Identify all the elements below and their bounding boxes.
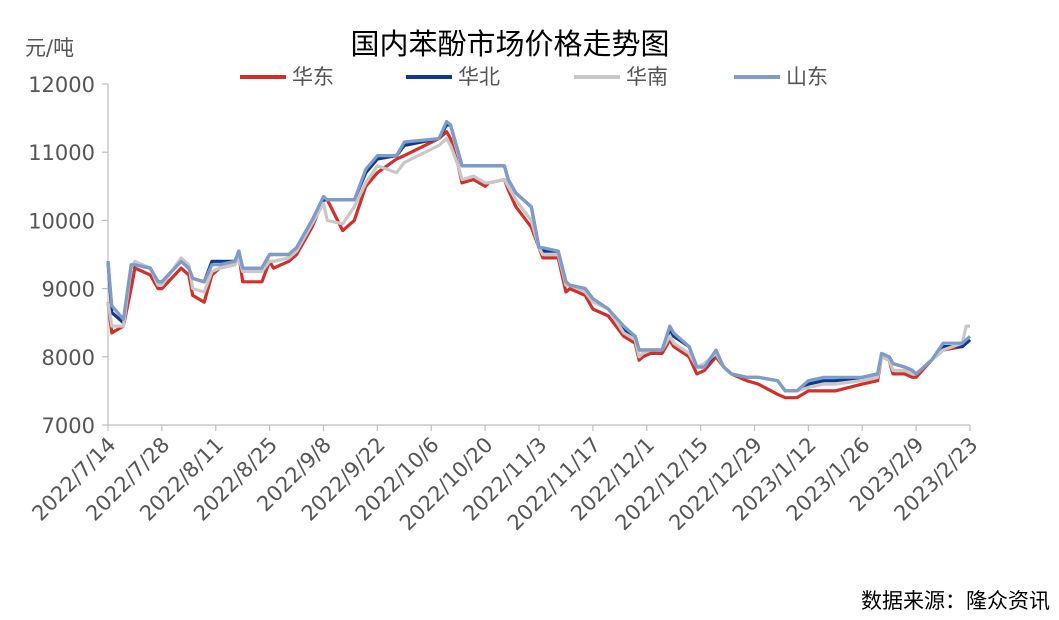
series-line-3	[106, 137, 970, 393]
y-tick-label: 11000	[28, 141, 95, 165]
y-tick-label: 10000	[28, 209, 95, 233]
legend-label: 华东	[292, 65, 334, 89]
y-tick-label: 9000	[42, 278, 95, 302]
series-layer	[106, 119, 972, 400]
x-axis: 2022/7/142022/7/282022/8/112022/8/252022…	[27, 424, 983, 535]
legend: 华东 华北 华南 山东	[240, 65, 828, 89]
data-source: 数据来源：隆众资讯	[861, 589, 1050, 613]
y-tick-label: 8000	[42, 346, 95, 370]
y-tick-label: 12000	[28, 73, 95, 97]
legend-label: 山东	[786, 65, 828, 89]
chart-title: 国内苯酚市场价格走势图	[350, 27, 669, 61]
legend-label: 华南	[626, 65, 668, 89]
y-tick-label: 7000	[42, 414, 95, 438]
series-line-4	[106, 119, 972, 393]
y-axis: 7000 8000 9000 10000 11000 12000	[28, 73, 109, 438]
y-axis-unit: 元/吨	[25, 36, 74, 60]
legend-label: 华北	[458, 65, 500, 89]
series-line-1	[106, 130, 972, 400]
